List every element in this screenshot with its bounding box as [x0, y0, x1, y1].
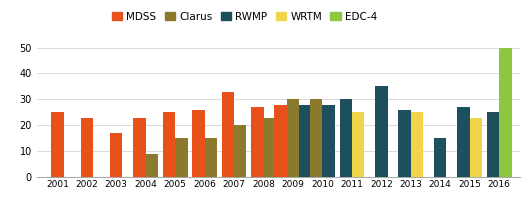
Bar	[51, 112, 64, 177]
Bar	[192, 110, 205, 177]
Bar	[275, 105, 287, 177]
Bar	[352, 112, 364, 177]
Bar	[163, 112, 175, 177]
Bar	[322, 105, 335, 177]
Bar	[133, 118, 146, 177]
Bar	[411, 112, 423, 177]
Bar	[310, 99, 322, 177]
Bar	[457, 107, 470, 177]
Bar	[264, 118, 276, 177]
Bar	[434, 138, 446, 177]
Bar	[499, 48, 511, 177]
Bar	[251, 107, 264, 177]
Bar	[81, 118, 93, 177]
Bar	[287, 99, 299, 177]
Bar	[222, 92, 234, 177]
Bar	[340, 99, 352, 177]
Bar	[375, 86, 387, 177]
Bar	[470, 118, 482, 177]
Bar	[299, 105, 311, 177]
Bar	[205, 138, 217, 177]
Legend: MDSS, Clarus, RWMP, WRTM, EDC-4: MDSS, Clarus, RWMP, WRTM, EDC-4	[108, 7, 382, 26]
Bar	[398, 110, 411, 177]
Bar	[487, 112, 499, 177]
Bar	[110, 133, 122, 177]
Bar	[146, 154, 158, 177]
Bar	[175, 138, 187, 177]
Bar	[234, 125, 246, 177]
